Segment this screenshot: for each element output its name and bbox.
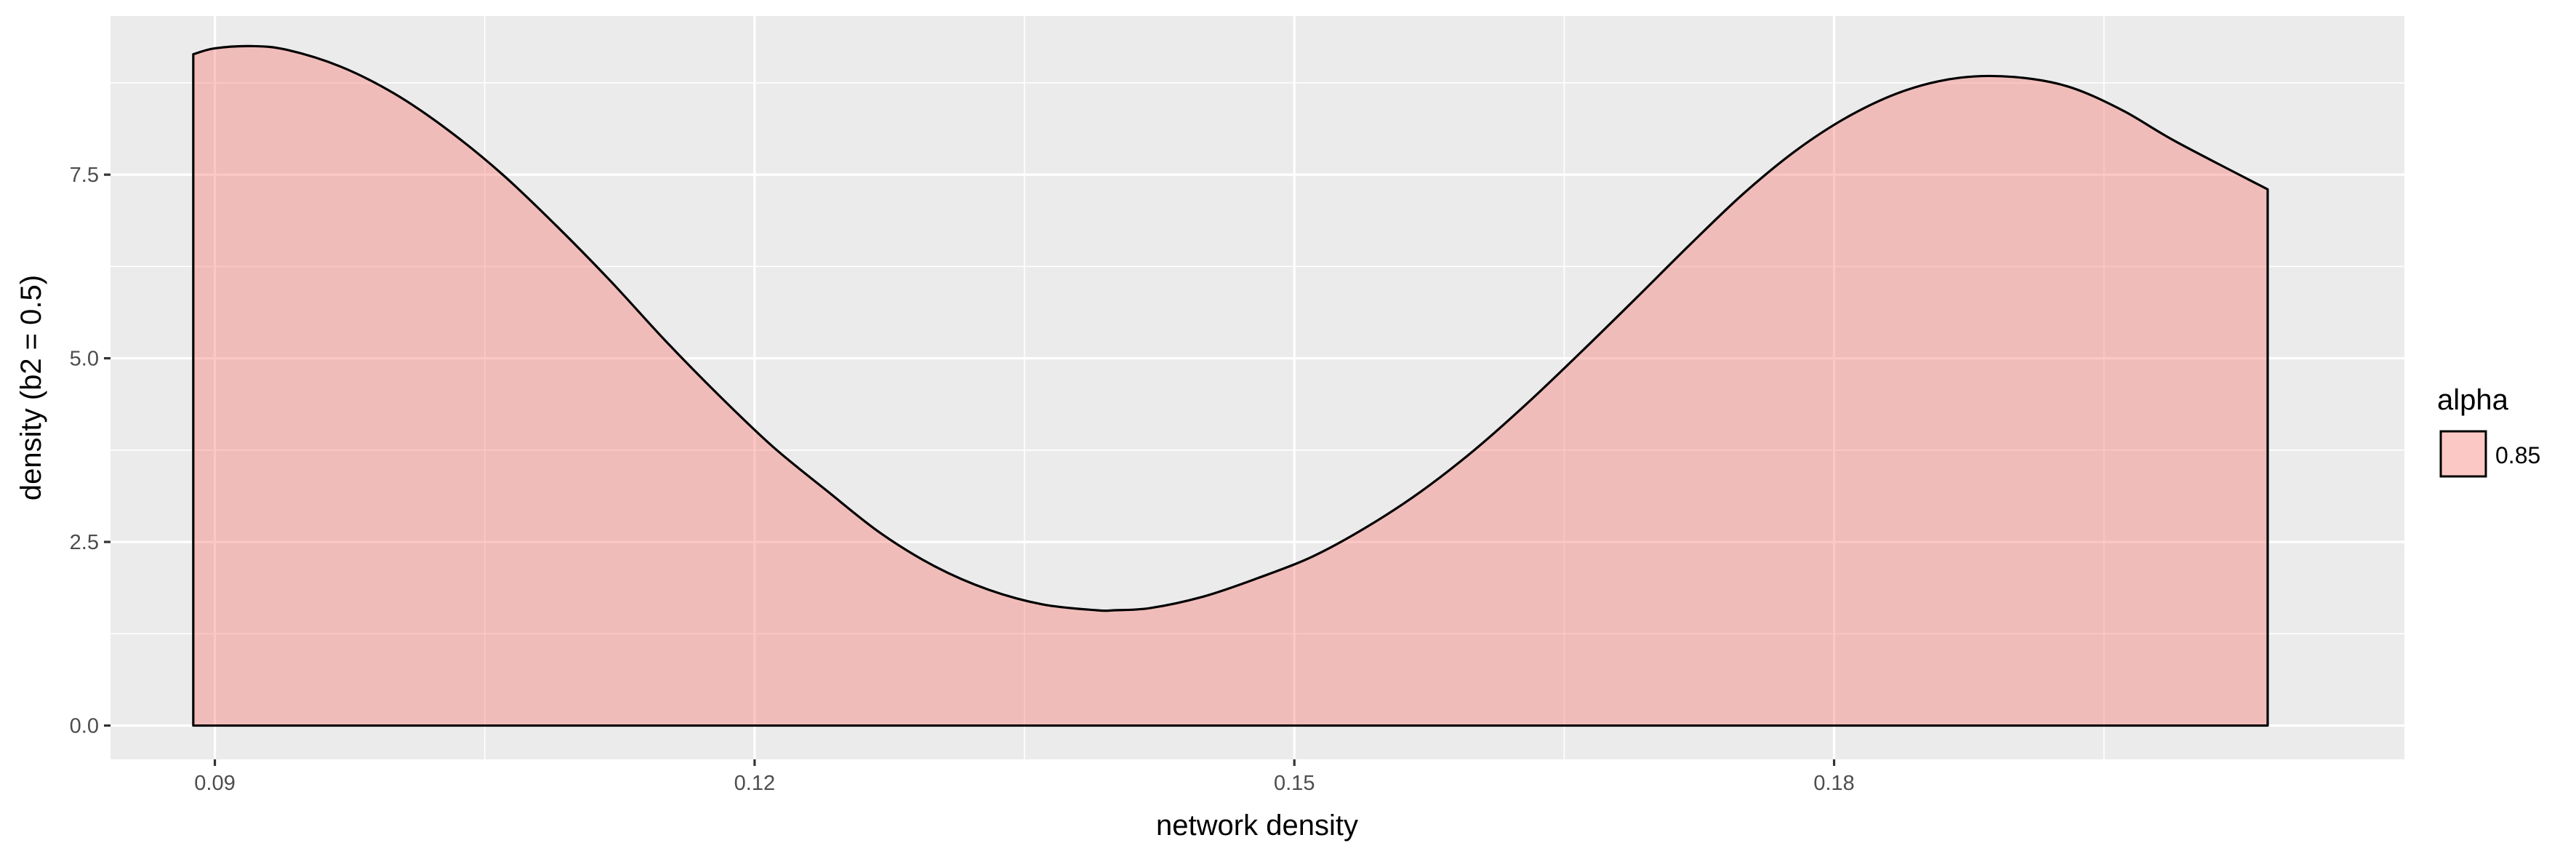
y-tick-label: 7.5 (70, 164, 99, 187)
legend-key-0.85 (2439, 430, 2487, 478)
legend: alpha 0.85 (2437, 384, 2540, 478)
density-area-0.85 (192, 44, 2269, 727)
x-tick-label: 0.09 (194, 772, 235, 795)
y-tick-label: 2.5 (70, 531, 99, 554)
x-tick-label: 0.12 (734, 772, 775, 795)
legend-title: alpha (2437, 384, 2509, 416)
y-axis-title: density (b2 = 0.5) (15, 275, 47, 500)
x-axis-ticks: 0.09 0.12 0.15 0.18 (194, 759, 1855, 795)
minor-gridlines (111, 16, 2404, 759)
y-tick-label: 5.0 (70, 348, 99, 371)
major-gridlines (111, 16, 2404, 759)
x-axis-title: network density (1156, 810, 1358, 842)
y-axis-ticks: 0.0 2.5 5.0 7.5 (70, 164, 111, 738)
y-tick-label: 0.0 (70, 715, 99, 738)
plot-panel (111, 16, 2404, 759)
density-area-layer (192, 44, 2269, 727)
x-tick-label: 0.18 (1813, 772, 1854, 795)
x-tick-label: 0.15 (1274, 772, 1315, 795)
legend-label-0.85: 0.85 (2495, 442, 2540, 468)
